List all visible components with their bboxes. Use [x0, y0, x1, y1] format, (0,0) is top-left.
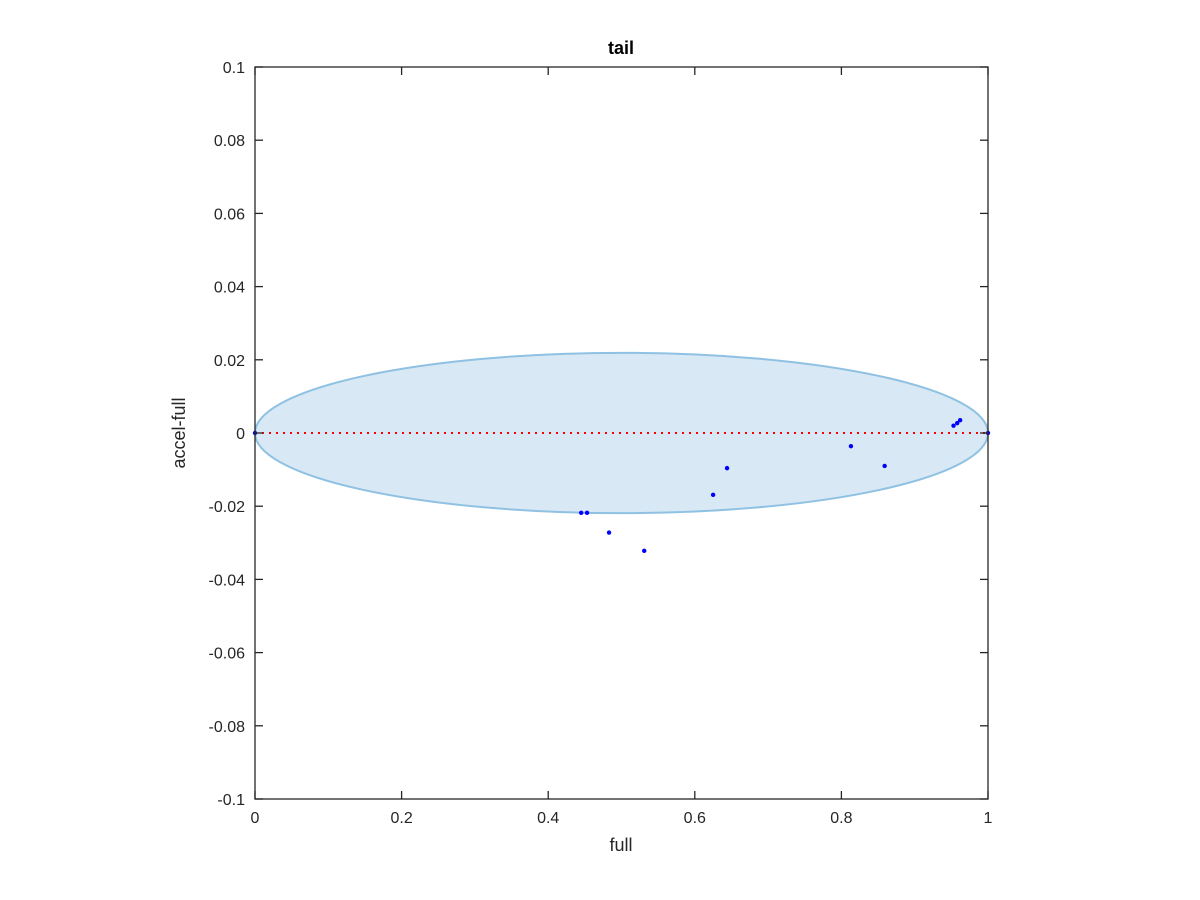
- y-tick-label: 0.02: [214, 353, 245, 370]
- x-tick-label: 0.2: [390, 810, 412, 827]
- y-tick-label: 0.1: [223, 60, 245, 77]
- data-point: [951, 423, 956, 428]
- x-tick-label: 0.8: [830, 810, 852, 827]
- y-tick-label: 0.06: [214, 206, 245, 223]
- x-tick-label: 0.6: [684, 810, 706, 827]
- y-tick-label: -0.02: [209, 499, 246, 516]
- y-axis-label: accel-full: [169, 397, 189, 468]
- y-tick-label: -0.06: [209, 646, 246, 663]
- data-point: [606, 530, 612, 535]
- data-point: [955, 420, 960, 426]
- axes-layer: 0 0.2 0.4 0.6 0.8 1 -0.1 -0.08 -0.06 -0.04 -0.02 0 0…: [209, 60, 993, 827]
- y-tick-label: -0.04: [209, 572, 246, 589]
- y-tick-label: 0.04: [214, 280, 245, 297]
- data-point: [578, 510, 584, 515]
- y-tick-label: 0.08: [214, 133, 245, 150]
- data-point: [710, 492, 716, 498]
- data-point: [957, 417, 963, 423]
- x-tick-label: 0.4: [537, 810, 559, 827]
- y-tick-label: -0.1: [217, 792, 245, 809]
- x-tick-label: 1: [984, 810, 993, 827]
- data-point: [642, 548, 647, 554]
- data-point: [584, 510, 590, 515]
- y-tick-label: 0: [236, 426, 245, 443]
- data-point: [724, 465, 730, 471]
- data-point: [848, 443, 854, 449]
- x-tick-label: 0: [251, 810, 260, 827]
- data-point: [882, 463, 887, 469]
- chart-title: tail: [608, 38, 634, 58]
- y-tick-label: -0.08: [209, 719, 246, 736]
- x-axis-label: full: [609, 835, 632, 855]
